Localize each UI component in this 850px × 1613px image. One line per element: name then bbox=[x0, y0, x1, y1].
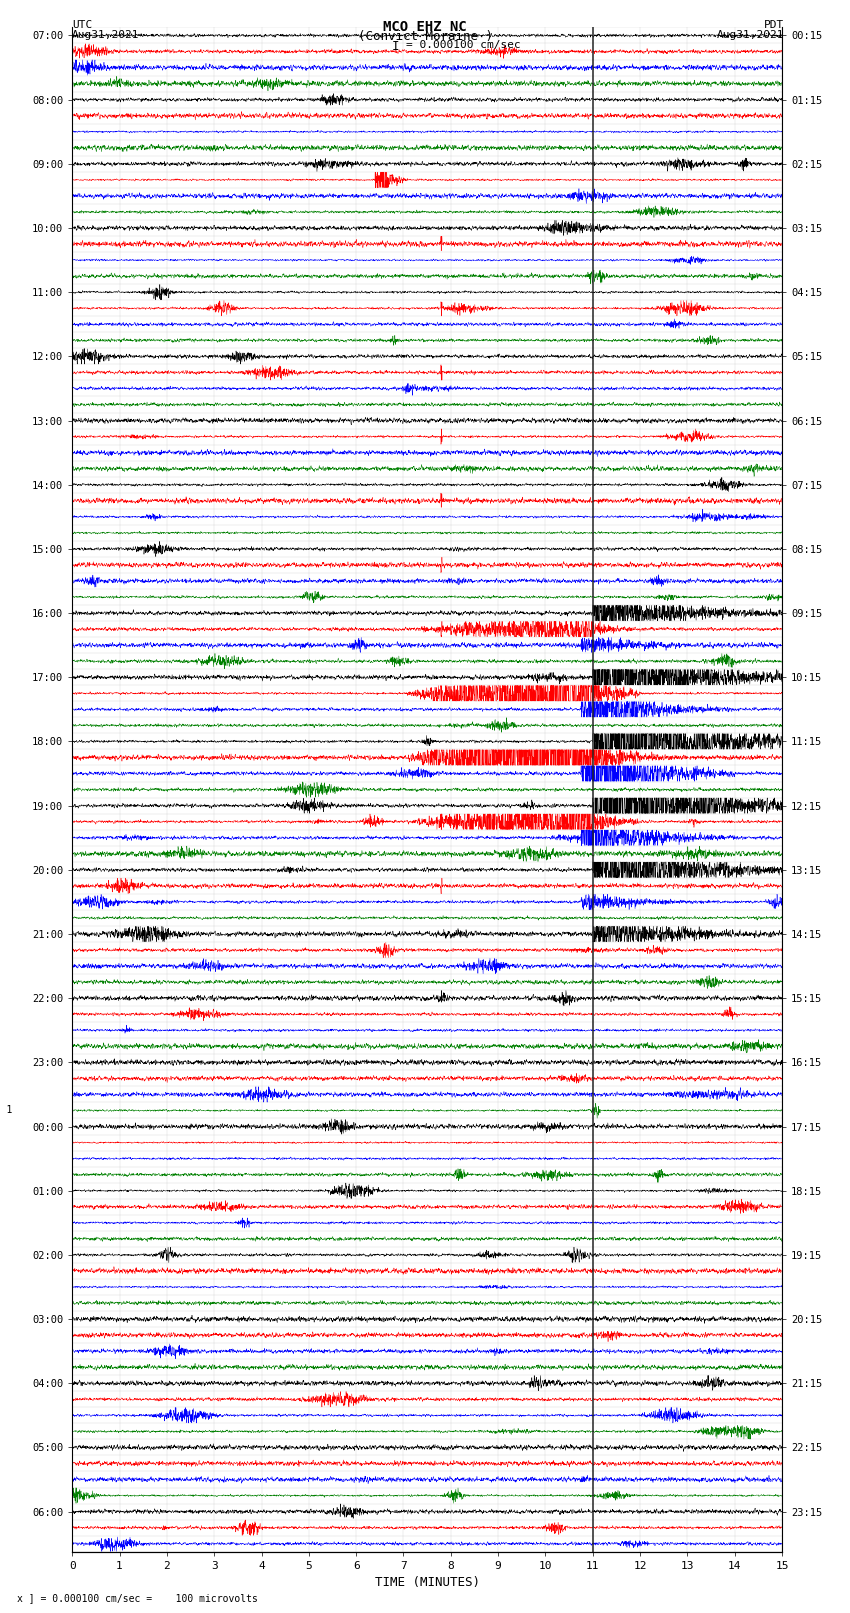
Text: = 0.000100 cm/sec: = 0.000100 cm/sec bbox=[406, 40, 521, 50]
Text: Aug31,2021: Aug31,2021 bbox=[717, 31, 785, 40]
Text: Aug31,2021: Aug31,2021 bbox=[72, 31, 139, 40]
Text: Sep 1: Sep 1 bbox=[0, 1105, 12, 1116]
Text: (Convict Moraine ): (Convict Moraine ) bbox=[358, 31, 492, 44]
Text: MCO EHZ NC: MCO EHZ NC bbox=[383, 19, 467, 34]
Text: x ] = 0.000100 cm/sec =    100 microvolts: x ] = 0.000100 cm/sec = 100 microvolts bbox=[17, 1594, 258, 1603]
Text: PDT: PDT bbox=[764, 19, 785, 31]
Text: UTC: UTC bbox=[72, 19, 93, 31]
Text: I: I bbox=[392, 40, 399, 53]
X-axis label: TIME (MINUTES): TIME (MINUTES) bbox=[375, 1576, 479, 1589]
